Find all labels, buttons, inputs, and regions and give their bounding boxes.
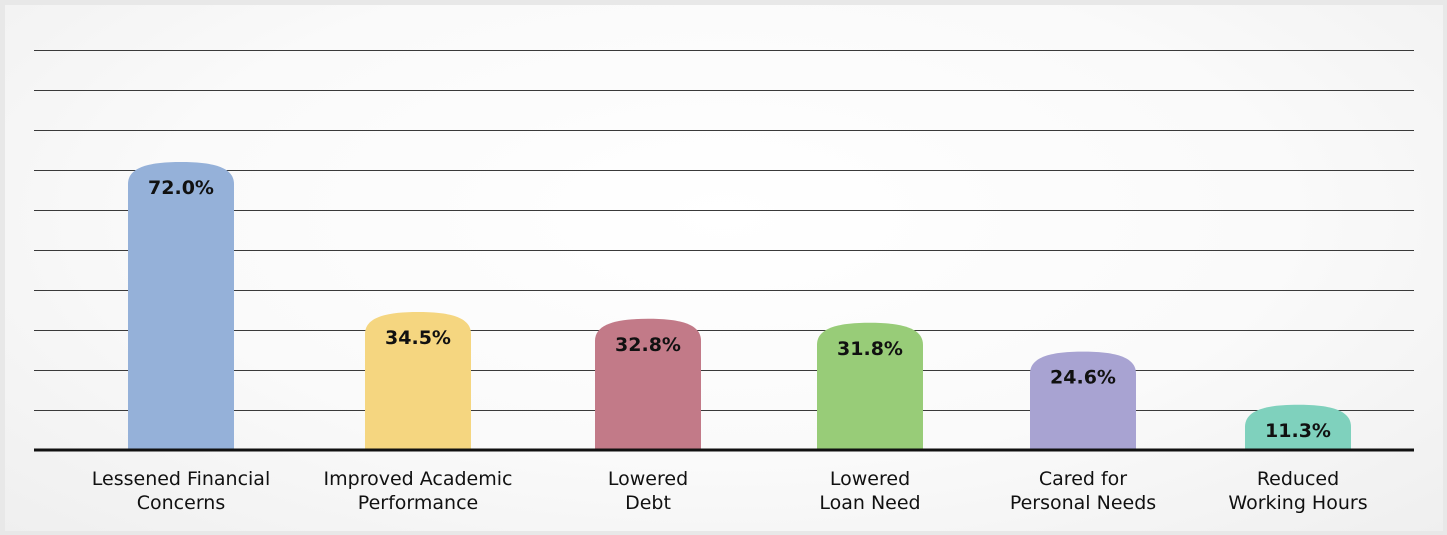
bar-value-label: 31.8% (837, 338, 903, 360)
category-label-line: Concerns (137, 492, 226, 514)
category-label-line: Cared for (1039, 468, 1127, 490)
bar-value-label: 34.5% (385, 327, 451, 349)
category-label-line: Performance (358, 492, 478, 514)
bar (1245, 404, 1351, 450)
category-label: Lessened Financial Concerns (92, 468, 270, 514)
bar-value-label: 11.3% (1265, 420, 1331, 442)
category-label-line: Working Hours (1228, 492, 1367, 514)
category-label: Improved Academic Performance (324, 468, 513, 514)
gridlines (34, 50, 1414, 411)
bar (1030, 351, 1136, 450)
category-label-line: Lowered (830, 468, 910, 490)
bar-value-label: 24.6% (1050, 367, 1116, 389)
bar (128, 162, 234, 450)
category-label-line: Debt (625, 492, 671, 514)
category-label: Cared for Personal Needs (1010, 468, 1156, 514)
category-label-line: Improved Academic (324, 468, 513, 490)
category-label: Reduced Working Hours (1228, 468, 1367, 514)
category-label-line: Reduced (1257, 468, 1339, 490)
bar (817, 322, 923, 450)
bars: 72.0% 34.5% 32.8% 31.8% 24.6% 11.3% (128, 162, 1351, 450)
category-label-line: Lowered (608, 468, 688, 490)
chart-panel (5, 5, 1443, 531)
category-labels: Lessened Financial Concerns Improved Acade… (92, 468, 1368, 514)
category-label: Lowered Loan Need (819, 468, 920, 514)
bar-value-label: 32.8% (615, 334, 681, 356)
category-label: Lowered Debt (608, 468, 688, 514)
bar (365, 312, 471, 450)
category-label-line: Lessened Financial (92, 468, 270, 490)
category-label-line: Personal Needs (1010, 492, 1156, 514)
category-label-line: Loan Need (819, 492, 920, 514)
bar-value-label: 72.0% (148, 177, 214, 199)
bar (595, 318, 701, 450)
